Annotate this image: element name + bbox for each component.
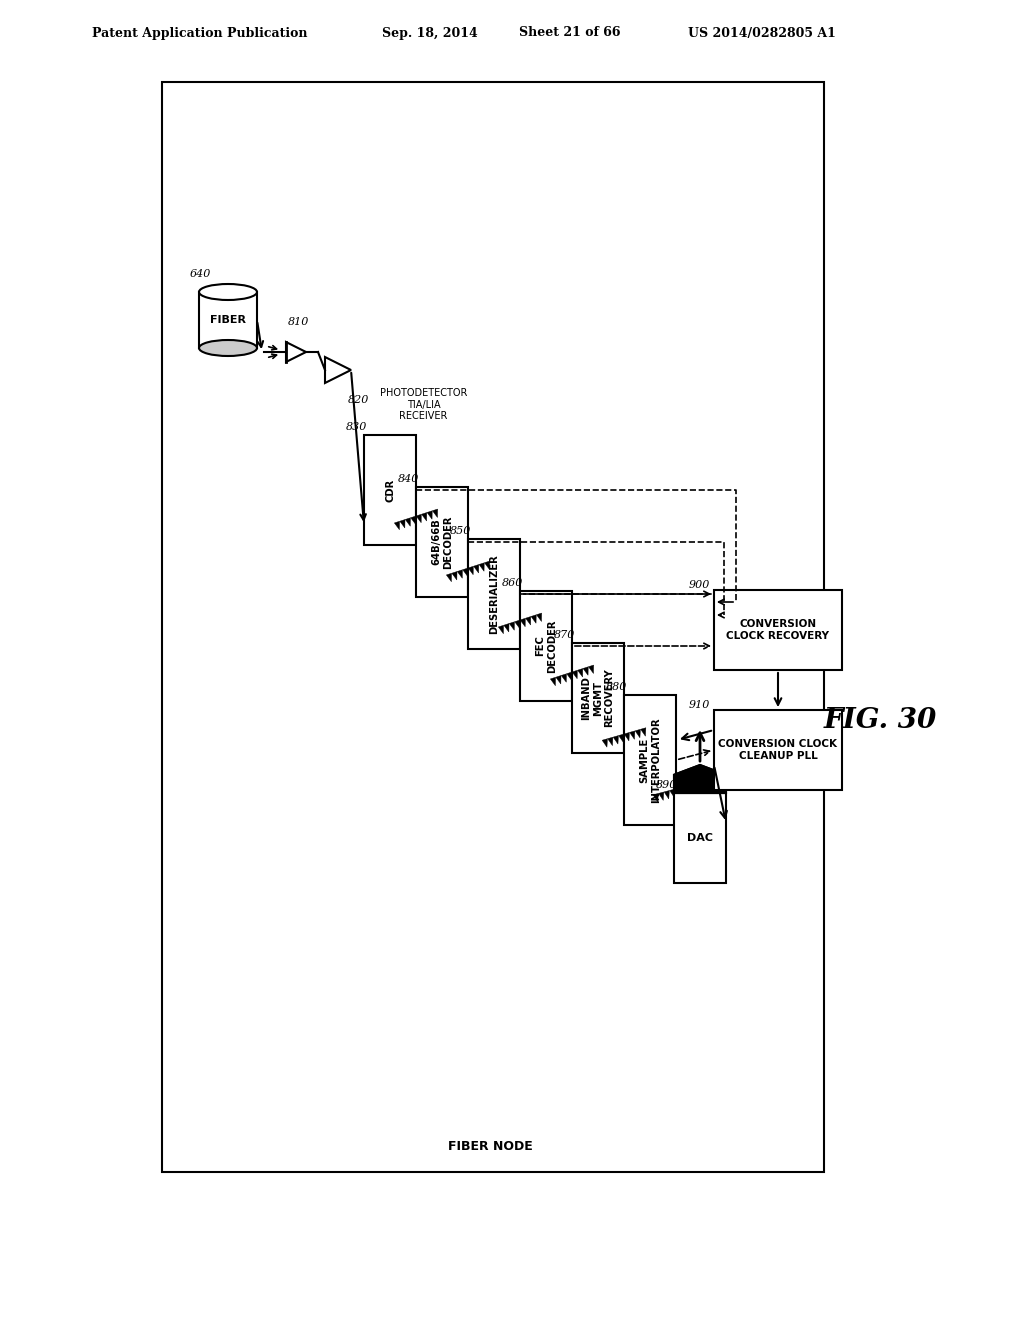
Polygon shape bbox=[658, 792, 664, 800]
Polygon shape bbox=[630, 731, 635, 739]
Polygon shape bbox=[566, 672, 571, 681]
Text: CDR: CDR bbox=[385, 478, 395, 502]
Text: DESERIALIZER: DESERIALIZER bbox=[489, 554, 499, 634]
Polygon shape bbox=[399, 520, 406, 528]
Ellipse shape bbox=[199, 341, 257, 356]
Polygon shape bbox=[525, 616, 530, 624]
Polygon shape bbox=[446, 573, 452, 582]
Polygon shape bbox=[556, 676, 561, 684]
Text: US 2014/0282805 A1: US 2014/0282805 A1 bbox=[688, 26, 836, 40]
Polygon shape bbox=[479, 562, 484, 572]
Polygon shape bbox=[675, 788, 680, 796]
Bar bbox=[162, 82, 824, 1172]
Bar bbox=[199, 292, 257, 348]
Polygon shape bbox=[515, 620, 520, 628]
Polygon shape bbox=[641, 727, 646, 737]
Text: 860: 860 bbox=[502, 578, 523, 587]
Text: CONVERSION
CLOCK RECOVERY: CONVERSION CLOCK RECOVERY bbox=[726, 619, 829, 640]
Text: 820: 820 bbox=[348, 395, 370, 405]
Text: PHOTODETECTOR
TIA/LIA
RECEIVER: PHOTODETECTOR TIA/LIA RECEIVER bbox=[380, 388, 467, 421]
Polygon shape bbox=[394, 521, 399, 529]
Polygon shape bbox=[674, 766, 726, 793]
Polygon shape bbox=[504, 623, 509, 632]
Polygon shape bbox=[473, 565, 479, 573]
Bar bbox=[714, 710, 842, 789]
Polygon shape bbox=[463, 568, 468, 577]
Polygon shape bbox=[602, 739, 607, 747]
Polygon shape bbox=[509, 622, 514, 630]
Polygon shape bbox=[499, 626, 504, 634]
Polygon shape bbox=[427, 511, 432, 519]
Text: CONVERSION CLOCK
CLEANUP PLL: CONVERSION CLOCK CLEANUP PLL bbox=[719, 739, 838, 760]
Polygon shape bbox=[325, 356, 351, 383]
Polygon shape bbox=[624, 733, 630, 741]
Polygon shape bbox=[686, 784, 691, 793]
Polygon shape bbox=[452, 572, 457, 579]
Text: 900: 900 bbox=[689, 579, 711, 590]
Text: 840: 840 bbox=[398, 474, 420, 484]
Text: 830: 830 bbox=[346, 422, 368, 432]
Polygon shape bbox=[653, 793, 658, 801]
Text: 870: 870 bbox=[554, 630, 575, 640]
Text: 910: 910 bbox=[689, 700, 711, 710]
Ellipse shape bbox=[199, 284, 257, 300]
Polygon shape bbox=[484, 561, 489, 569]
Text: FIBER NODE: FIBER NODE bbox=[447, 1140, 532, 1154]
Polygon shape bbox=[681, 787, 686, 795]
Text: Patent Application Publication: Patent Application Publication bbox=[92, 26, 308, 40]
Polygon shape bbox=[458, 570, 463, 578]
Text: DAC: DAC bbox=[687, 833, 713, 843]
Bar bbox=[572, 643, 624, 752]
Polygon shape bbox=[537, 612, 542, 622]
Polygon shape bbox=[572, 671, 578, 678]
Polygon shape bbox=[578, 668, 583, 677]
Polygon shape bbox=[561, 673, 566, 682]
Polygon shape bbox=[406, 517, 411, 527]
Polygon shape bbox=[286, 342, 306, 362]
Bar bbox=[714, 590, 842, 671]
Text: 640: 640 bbox=[190, 269, 211, 279]
Text: FIBER: FIBER bbox=[210, 315, 246, 325]
Text: 890: 890 bbox=[656, 780, 677, 789]
Bar bbox=[416, 487, 468, 597]
Polygon shape bbox=[520, 618, 525, 627]
Bar bbox=[674, 793, 726, 883]
Text: SAMPLE
INTERPOLATOR: SAMPLE INTERPOLATOR bbox=[639, 717, 660, 803]
Text: 850: 850 bbox=[450, 525, 471, 536]
Text: Sep. 18, 2014: Sep. 18, 2014 bbox=[382, 26, 478, 40]
Text: INBAND
MGMT
RECOVERY: INBAND MGMT RECOVERY bbox=[582, 669, 614, 727]
Bar bbox=[520, 591, 572, 701]
Polygon shape bbox=[691, 783, 697, 792]
Polygon shape bbox=[635, 730, 640, 738]
Polygon shape bbox=[531, 615, 537, 623]
Polygon shape bbox=[674, 766, 726, 793]
Text: FEC
DECODER: FEC DECODER bbox=[536, 619, 557, 673]
Text: 64B/66B
DECODER: 64B/66B DECODER bbox=[431, 515, 453, 569]
Polygon shape bbox=[583, 667, 588, 676]
Bar bbox=[468, 539, 520, 649]
Polygon shape bbox=[432, 510, 437, 517]
Polygon shape bbox=[670, 789, 675, 797]
Polygon shape bbox=[416, 515, 421, 523]
Text: 810: 810 bbox=[288, 317, 309, 327]
Polygon shape bbox=[550, 677, 556, 685]
Bar bbox=[364, 436, 416, 545]
Bar bbox=[624, 696, 676, 825]
Polygon shape bbox=[607, 737, 613, 746]
Polygon shape bbox=[422, 512, 427, 521]
Text: FIG. 30: FIG. 30 bbox=[823, 706, 937, 734]
Polygon shape bbox=[618, 734, 624, 742]
Polygon shape bbox=[665, 791, 670, 799]
Polygon shape bbox=[613, 735, 618, 744]
Polygon shape bbox=[468, 566, 473, 574]
Text: Sheet 21 of 66: Sheet 21 of 66 bbox=[519, 26, 621, 40]
Text: 880: 880 bbox=[606, 682, 628, 692]
Polygon shape bbox=[589, 665, 594, 673]
Polygon shape bbox=[411, 516, 416, 524]
